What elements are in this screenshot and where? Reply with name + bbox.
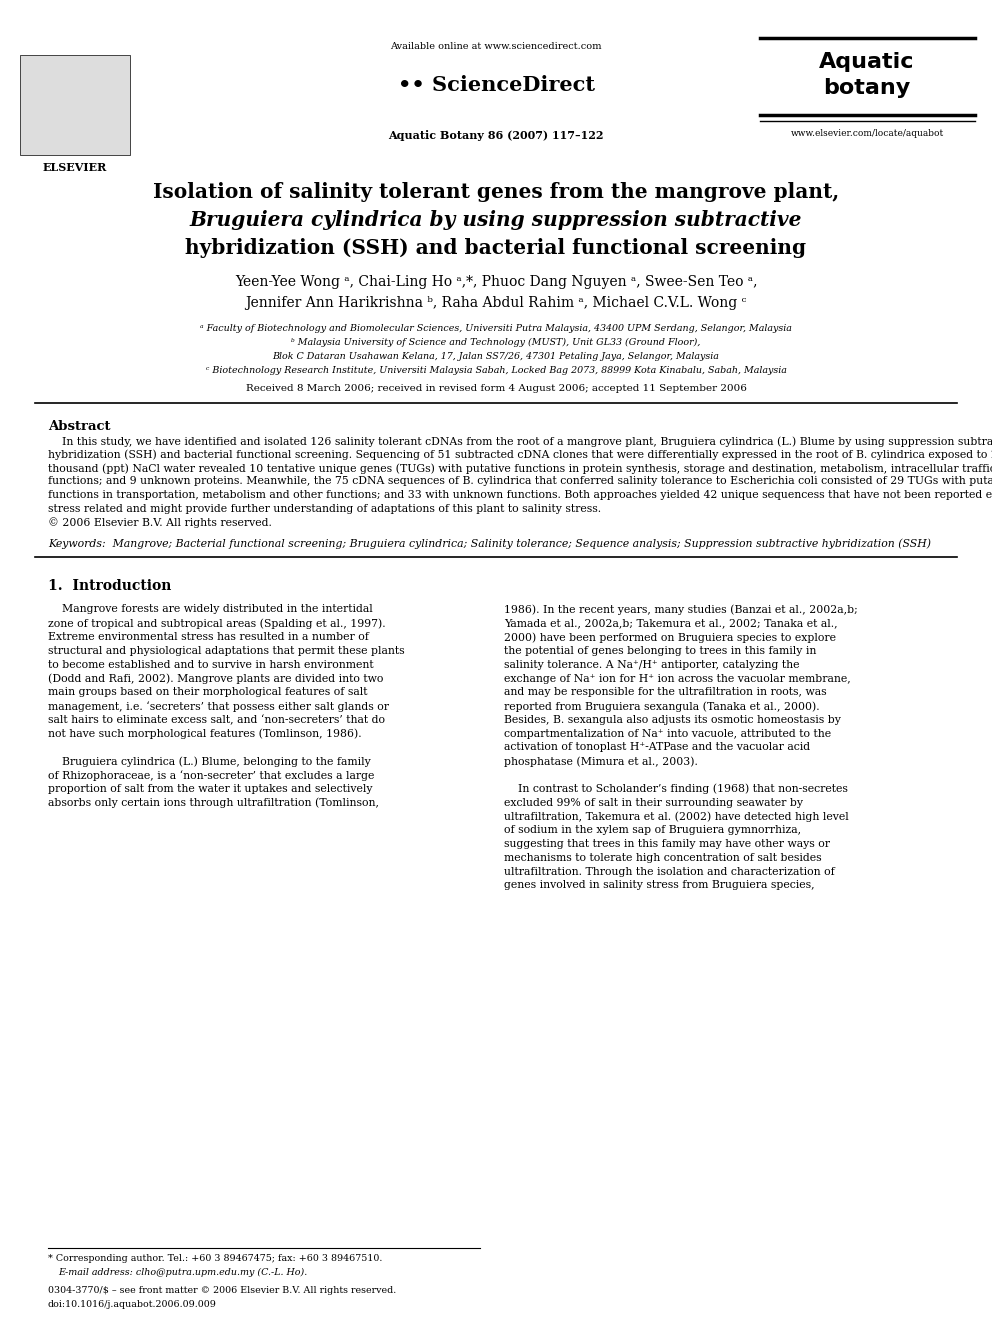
Text: * Corresponding author. Tel.: +60 3 89467475; fax: +60 3 89467510.: * Corresponding author. Tel.: +60 3 8946… [48,1254,382,1263]
Text: Yeen-Yee Wong ᵃ, Chai-Ling Ho ᵃ,*, Phuoc Dang Nguyen ᵃ, Swee-Sen Teo ᵃ,: Yeen-Yee Wong ᵃ, Chai-Ling Ho ᵃ,*, Phuoc… [235,275,757,288]
Text: ᵃ Faculty of Biotechnology and Biomolecular Sciences, Universiti Putra Malaysia,: ᵃ Faculty of Biotechnology and Biomolecu… [200,324,792,333]
Text: and may be responsible for the ultrafiltration in roots, was: and may be responsible for the ultrafilt… [504,688,826,697]
Text: In contrast to Scholander’s finding (1968) that non-secretes: In contrast to Scholander’s finding (196… [504,785,848,795]
Text: ᶜ Biotechnology Research Institute, Universiti Malaysia Sabah, Locked Bag 2073, : ᶜ Biotechnology Research Institute, Univ… [205,366,787,374]
Text: activation of tonoplast H⁺-ATPase and the vacuolar acid: activation of tonoplast H⁺-ATPase and th… [504,742,810,753]
Text: ELSEVIER: ELSEVIER [43,161,107,173]
Text: © 2006 Elsevier B.V. All rights reserved.: © 2006 Elsevier B.V. All rights reserved… [48,517,272,528]
Text: 1.  Introduction: 1. Introduction [48,578,172,593]
Text: hybridization (SSH) and bacterial functional screening: hybridization (SSH) and bacterial functi… [186,238,806,258]
Text: exchange of Na⁺ ion for H⁺ ion across the vacuolar membrane,: exchange of Na⁺ ion for H⁺ ion across th… [504,673,851,684]
Text: Aquatic Botany 86 (2007) 117–122: Aquatic Botany 86 (2007) 117–122 [388,130,604,142]
Text: main groups based on their morphological features of salt: main groups based on their morphological… [48,688,367,697]
Text: of sodium in the xylem sap of Bruguiera gymnorrhiza,: of sodium in the xylem sap of Bruguiera … [504,826,802,835]
Text: management, i.e. ‘secreters’ that possess either salt glands or: management, i.e. ‘secreters’ that posses… [48,701,389,712]
Text: phosphatase (Mimura et al., 2003).: phosphatase (Mimura et al., 2003). [504,757,698,767]
Text: Extreme environmental stress has resulted in a number of: Extreme environmental stress has resulte… [48,632,369,642]
Text: excluded 99% of salt in their surrounding seawater by: excluded 99% of salt in their surroundin… [504,798,803,808]
Text: Aquatic: Aquatic [819,52,915,71]
Text: Isolation of salinity tolerant genes from the mangrove plant,: Isolation of salinity tolerant genes fro… [153,183,839,202]
Text: the potential of genes belonging to trees in this family in: the potential of genes belonging to tree… [504,646,816,656]
Text: www.elsevier.com/locate/aquabot: www.elsevier.com/locate/aquabot [791,130,943,138]
Text: E-mail address: clho@putra.upm.edu.my (C.-L. Ho).: E-mail address: clho@putra.upm.edu.my (C… [58,1267,308,1277]
Text: Received 8 March 2006; received in revised form 4 August 2006; accepted 11 Septe: Received 8 March 2006; received in revis… [246,384,746,393]
Bar [20,56,130,155]
Text: Jennifer Ann Harikrishna ᵇ, Raha Abdul Rahim ᵃ, Michael C.V.L. Wong ᶜ: Jennifer Ann Harikrishna ᵇ, Raha Abdul R… [245,296,747,310]
Text: Blok C Dataran Usahawan Kelana, 17, Jalan SS7/26, 47301 Petaling Jaya, Selangor,: Blok C Dataran Usahawan Kelana, 17, Jala… [273,352,719,361]
Text: 0304-3770/$ – see front matter © 2006 Elsevier B.V. All rights reserved.: 0304-3770/$ – see front matter © 2006 El… [48,1286,396,1295]
Text: not have such morphological features (Tomlinson, 1986).: not have such morphological features (To… [48,729,362,740]
Text: stress related and might provide further understanding of adaptations of this pl: stress related and might provide further… [48,504,601,513]
Text: mechanisms to tolerate high concentration of salt besides: mechanisms to tolerate high concentratio… [504,853,821,863]
Text: Yamada et al., 2002a,b; Takemura et al., 2002; Tanaka et al.,: Yamada et al., 2002a,b; Takemura et al.,… [504,618,837,628]
Text: compartmentalization of Na⁺ into vacuole, attributed to the: compartmentalization of Na⁺ into vacuole… [504,729,831,738]
Text: thousand (ppt) NaCl water revealed 10 tentative unique genes (TUGs) with putativ: thousand (ppt) NaCl water revealed 10 te… [48,463,992,474]
Text: to become established and to survive in harsh environment: to become established and to survive in … [48,660,374,669]
Text: Available online at www.sciencedirect.com: Available online at www.sciencedirect.co… [390,42,602,52]
Text: salinity tolerance. A Na⁺/H⁺ antiporter, catalyzing the: salinity tolerance. A Na⁺/H⁺ antiporter,… [504,660,800,669]
Text: Bruguiera cylindrica by using suppression subtractive: Bruguiera cylindrica by using suppressio… [189,210,803,230]
Text: 2000) have been performed on Bruguiera species to explore: 2000) have been performed on Bruguiera s… [504,632,836,643]
Text: Bruguiera cylindrica (L.) Blume, belonging to the family: Bruguiera cylindrica (L.) Blume, belongi… [48,757,371,767]
Text: absorbs only certain ions through ultrafiltration (Tomlinson,: absorbs only certain ions through ultraf… [48,798,379,808]
Text: botany: botany [823,78,911,98]
Text: Mangrove forests are widely distributed in the intertidal: Mangrove forests are widely distributed … [48,605,373,614]
Text: 1986). In the recent years, many studies (Banzai et al., 2002a,b;: 1986). In the recent years, many studies… [504,605,858,615]
Text: zone of tropical and subtropical areas (Spalding et al., 1997).: zone of tropical and subtropical areas (… [48,618,386,628]
Text: proportion of salt from the water it uptakes and selectively: proportion of salt from the water it upt… [48,785,373,794]
Text: genes involved in salinity stress from Bruguiera species,: genes involved in salinity stress from B… [504,881,814,890]
Text: Abstract: Abstract [48,419,110,433]
Text: of Rhizophoraceae, is a ‘non-secreter’ that excludes a large: of Rhizophoraceae, is a ‘non-secreter’ t… [48,770,374,781]
Text: suggesting that trees in this family may have other ways or: suggesting that trees in this family may… [504,839,830,849]
Text: salt hairs to eliminate excess salt, and ‘non-secreters’ that do: salt hairs to eliminate excess salt, and… [48,714,385,725]
Text: functions in transportation, metabolism and other functions; and 33 with unknown: functions in transportation, metabolism … [48,490,992,500]
Text: reported from Bruguiera sexangula (Tanaka et al., 2000).: reported from Bruguiera sexangula (Tanak… [504,701,819,712]
Text: ultrafiltration. Through the isolation and characterization of: ultrafiltration. Through the isolation a… [504,867,834,877]
Text: ᵇ Malaysia University of Science and Technology (MUST), Unit GL33 (Ground Floor): ᵇ Malaysia University of Science and Tec… [292,337,700,347]
Text: ultrafiltration, Takemura et al. (2002) have detected high level: ultrafiltration, Takemura et al. (2002) … [504,811,849,822]
Text: doi:10.1016/j.aquabot.2006.09.009: doi:10.1016/j.aquabot.2006.09.009 [48,1301,217,1308]
Text: Besides, B. sexangula also adjusts its osmotic homeostasis by: Besides, B. sexangula also adjusts its o… [504,714,841,725]
Text: In this study, we have identified and isolated 126 salinity tolerant cDNAs from : In this study, we have identified and is… [48,437,992,447]
Text: hybridization (SSH) and bacterial functional screening. Sequencing of 51 subtrac: hybridization (SSH) and bacterial functi… [48,450,992,460]
Text: •• ScienceDirect: •• ScienceDirect [398,75,594,95]
Text: structural and physiological adaptations that permit these plants: structural and physiological adaptations… [48,646,405,656]
Text: Keywords:  Mangrove; Bacterial functional screening; Bruguiera cylindrica; Salin: Keywords: Mangrove; Bacterial functional… [48,538,931,549]
Text: functions; and 9 unknown proteins. Meanwhile, the 75 cDNA sequences of B. cylind: functions; and 9 unknown proteins. Meanw… [48,476,992,487]
Text: (Dodd and Rafi, 2002). Mangrove plants are divided into two: (Dodd and Rafi, 2002). Mangrove plants a… [48,673,383,684]
